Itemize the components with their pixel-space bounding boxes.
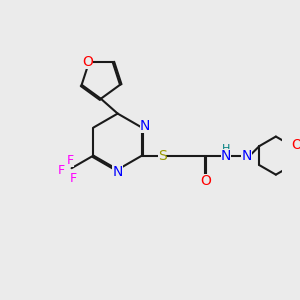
- Text: N: N: [221, 148, 231, 163]
- Text: F: F: [69, 172, 76, 184]
- Text: N: N: [140, 119, 151, 133]
- Text: N: N: [241, 148, 252, 163]
- Text: O: O: [291, 138, 300, 152]
- Text: S: S: [158, 148, 167, 163]
- Text: N: N: [112, 165, 123, 179]
- Text: O: O: [201, 174, 212, 188]
- Text: O: O: [82, 55, 93, 69]
- Text: F: F: [67, 154, 74, 167]
- Text: H: H: [222, 144, 230, 154]
- Text: F: F: [57, 164, 64, 177]
